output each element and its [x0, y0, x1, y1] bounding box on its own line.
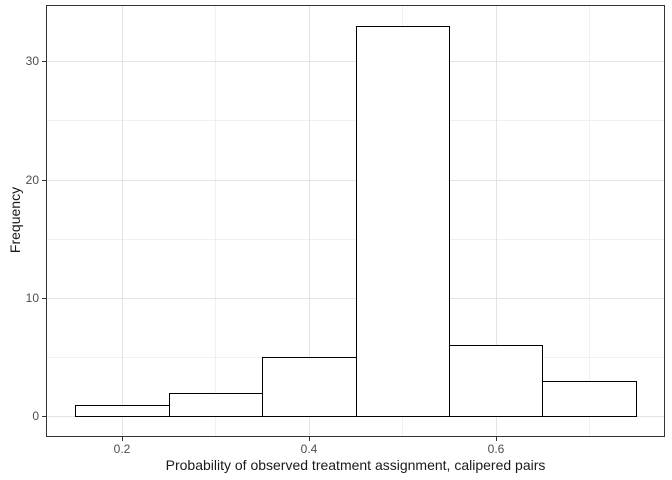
x-tick-label: 0.4 — [300, 442, 318, 456]
y-minor-gridline — [47, 239, 664, 240]
y-tick-mark — [42, 180, 46, 181]
histogram-bar — [169, 393, 263, 417]
y-tick-mark — [42, 61, 46, 62]
y-major-gridline — [47, 298, 664, 299]
y-tick-label: 30 — [25, 54, 39, 68]
histogram-bar — [75, 405, 170, 417]
x-minor-gridline — [215, 6, 216, 436]
y-major-gridline — [47, 180, 664, 181]
plot-panel — [46, 5, 665, 437]
x-tick-label: 0.6 — [487, 442, 505, 456]
y-minor-gridline — [47, 120, 664, 121]
x-major-gridline — [309, 6, 310, 436]
x-tick-mark — [122, 437, 123, 441]
y-major-gridline — [47, 61, 664, 62]
histogram-bar — [542, 381, 637, 417]
y-axis-title: Frequency — [7, 186, 23, 254]
y-tick-label: 0 — [32, 409, 39, 423]
x-major-gridline — [122, 6, 123, 436]
x-tick-label: 0.2 — [113, 442, 131, 456]
y-tick-mark — [42, 298, 46, 299]
histogram-bar — [356, 26, 450, 417]
x-axis-title: Probability of observed treatment assign… — [165, 457, 546, 473]
histogram-bar — [262, 357, 357, 417]
x-major-gridline — [496, 6, 497, 436]
y-tick-label: 10 — [25, 291, 39, 305]
histogram-bar — [449, 345, 543, 417]
x-minor-gridline — [589, 6, 590, 436]
x-tick-mark — [496, 437, 497, 441]
y-tick-mark — [42, 416, 46, 417]
x-tick-mark — [309, 437, 310, 441]
y-tick-label: 20 — [25, 173, 39, 187]
